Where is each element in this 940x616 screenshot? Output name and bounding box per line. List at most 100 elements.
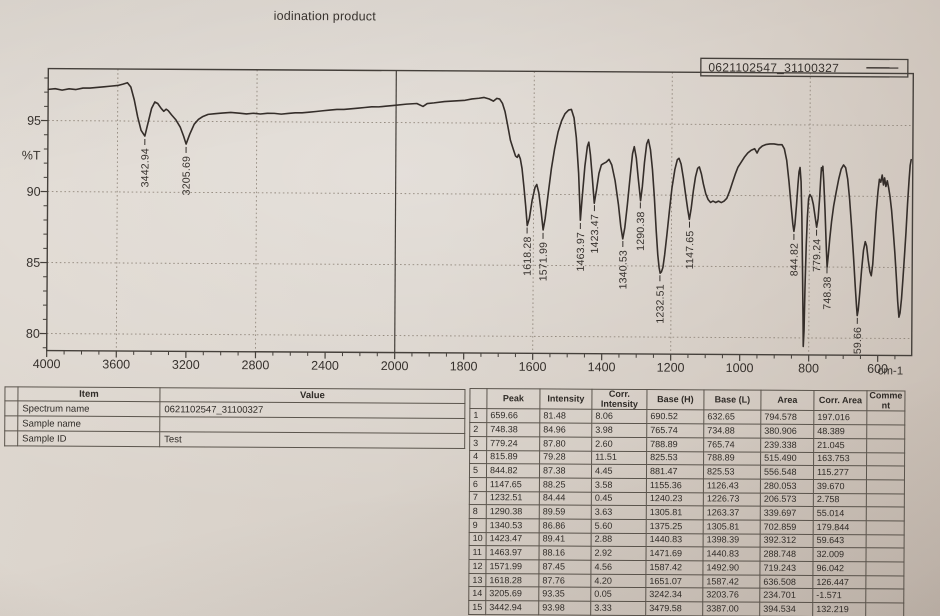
peak-table-cell: 1340.53 — [486, 518, 540, 533]
peak-table-cell: 1440.83 — [646, 533, 704, 548]
row-number-cell: 11 — [469, 545, 487, 560]
info-value-cell: 0621102547_31100327 — [159, 401, 465, 419]
peak-table-cell: 234.701 — [759, 588, 813, 603]
peak-table-cell: 0.45 — [591, 491, 647, 506]
peak-header-cell: Corr. Intensity — [591, 389, 647, 410]
peak-header-spacer — [469, 388, 487, 410]
x-axis-unit-label: cm-1 — [877, 365, 904, 378]
peak-table-cell: 1492.90 — [702, 560, 761, 575]
peak-table-cell: 39.670 — [813, 479, 867, 494]
peak-table-cell: 3.33 — [590, 601, 646, 616]
peak-table-cell: 3242.34 — [645, 587, 703, 602]
peak-label: 3442.94 — [139, 148, 151, 187]
peak-table-cell: 86.86 — [539, 518, 592, 533]
x-tick-label: 1400 — [588, 360, 616, 374]
peak-table-cell: 1651.07 — [645, 574, 703, 589]
row-number-cell: 7 — [469, 491, 487, 505]
peak-table-cell: 1226.73 — [703, 492, 761, 507]
peak-table-cell: 3387.00 — [702, 601, 760, 616]
peak-table-cell: 3479.58 — [645, 601, 703, 616]
row-number-cell: 9 — [469, 518, 487, 533]
peak-label: 59.66 — [852, 327, 864, 354]
peak-label: 1463.97 — [575, 232, 587, 271]
x-tick-label: 1800 — [450, 359, 478, 373]
peak-table-cell — [866, 520, 905, 535]
peak-table-cell: 288.748 — [760, 547, 814, 562]
gridline-vertical — [255, 69, 258, 352]
info-header-item: Item — [17, 386, 160, 402]
peak-table-cell: 89.41 — [539, 532, 592, 547]
peak-table-cell: 1147.65 — [486, 477, 540, 492]
row-number-cell: 3 — [469, 436, 487, 451]
peak-label: 779.24 — [811, 239, 823, 272]
peak-table-cell: 1375.25 — [646, 519, 704, 534]
peak-table-cell: 3.58 — [591, 478, 647, 493]
peak-table-cell: 788.89 — [703, 451, 761, 466]
peak-table-cell: 4.20 — [590, 573, 646, 588]
peak-table-cell: 79.28 — [539, 450, 592, 465]
x-tick-label: 2000 — [381, 359, 409, 373]
peak-table-cell: 4.56 — [590, 560, 647, 575]
peak-table-cell — [866, 479, 905, 494]
spectrum-chart: 4000 3600 3200 2800 2400 2000 1800 1600 1400 1200… — [26, 57, 915, 376]
peak-label: 1340.53 — [617, 250, 629, 289]
peak-table-cell: 392.312 — [760, 533, 814, 548]
peak-table-cell: 1440.83 — [703, 547, 761, 562]
peak-table-cell: 815.89 — [486, 450, 540, 465]
info-item-cell: Sample ID — [17, 430, 160, 447]
peak-table-cell: 2.92 — [591, 546, 647, 561]
peak-table-cell: 1587.42 — [702, 574, 760, 589]
info-value-cell — [159, 416, 465, 434]
peak-table-cell: 132.219 — [812, 602, 866, 616]
row-number-cell: 1 — [469, 408, 487, 423]
peak-table-cell: 96.042 — [812, 561, 866, 576]
x-tick-label: 1600 — [519, 360, 547, 374]
peak-table-cell: 394.534 — [759, 602, 813, 616]
peak-table-cell: 1263.37 — [703, 506, 761, 521]
peak-table-cell: 734.88 — [703, 423, 761, 438]
plot-border — [45, 67, 915, 357]
peak-table-cell: 788.89 — [646, 437, 704, 452]
peak-table-cell: 2.60 — [591, 437, 647, 452]
peak-table-cell: -1.571 — [812, 588, 866, 603]
legend-box — [700, 57, 909, 78]
peak-table-cell: 1290.38 — [486, 504, 540, 519]
peak-label: 844.82 — [788, 243, 800, 276]
peak-table-cell: 719.243 — [759, 561, 813, 576]
peak-table-cell: 632.65 — [703, 410, 761, 425]
peak-table-cell: 59.643 — [813, 534, 867, 549]
peak-table-cell: 32.009 — [812, 547, 867, 562]
peak-table-cell: 339.697 — [760, 506, 814, 521]
peak-table-cell: 87.80 — [539, 436, 592, 451]
peak-table-cell: 1471.69 — [646, 546, 704, 561]
info-value-cell: Test — [159, 431, 465, 449]
peak-table-row: 15 3442.94 93.98 3.33 3479.58 3387.00 394.534 1… — [468, 600, 904, 616]
row-number-cell: 8 — [469, 504, 487, 519]
peak-table-cell: 2.758 — [813, 493, 867, 508]
gridline-vertical — [115, 68, 119, 351]
y-tick-label: 95 — [27, 114, 41, 128]
peak-table-cell: 765.74 — [703, 437, 761, 452]
x-tick-label: 1200 — [657, 361, 685, 375]
peak-table-cell: 126.447 — [812, 575, 866, 590]
peak-table-cell — [866, 465, 905, 480]
peak-table-cell: 87.76 — [538, 573, 591, 588]
peak-table-cell: 748.38 — [486, 422, 540, 437]
peak-header-cell: Base (H) — [646, 389, 704, 411]
spectrum-curve — [47, 81, 913, 348]
peak-table-cell: 765.74 — [646, 423, 704, 438]
info-row-spacer — [4, 415, 18, 431]
peak-label: 1618.28 — [522, 236, 534, 275]
peak-table-cell: 659.66 — [486, 409, 540, 424]
y-tick-label: 80 — [26, 327, 40, 341]
row-number-cell: 13 — [468, 573, 486, 587]
info-row-spacer — [4, 430, 18, 446]
x-tick-label: 1000 — [726, 361, 754, 375]
gridline-vertical — [670, 72, 673, 355]
peak-table-cell: 3.98 — [591, 423, 647, 438]
peak-table-cell: 197.016 — [813, 410, 867, 425]
peak-header-cell: Base (L) — [703, 389, 761, 411]
peak-table: Peak Intensity Corr. Intensity Base (H) Base… — [468, 388, 905, 616]
